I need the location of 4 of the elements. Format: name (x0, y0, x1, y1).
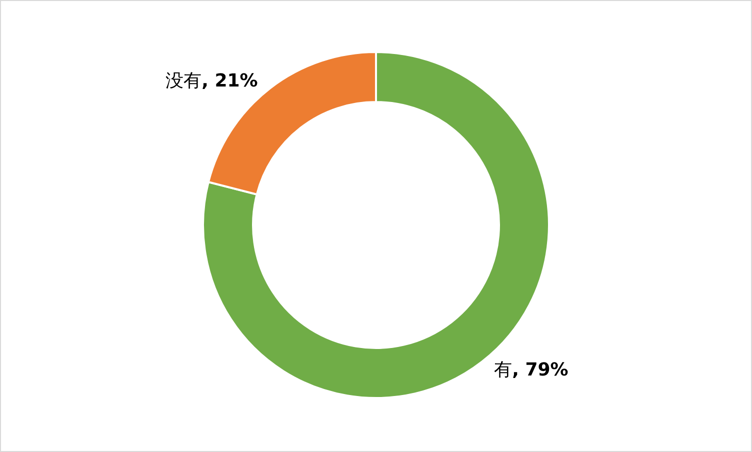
slice-label: 没有 (166, 70, 202, 92)
data-label: , 79% (512, 360, 568, 381)
slice-label: 有 (494, 360, 512, 381)
data-label: , 21% (202, 70, 258, 92)
